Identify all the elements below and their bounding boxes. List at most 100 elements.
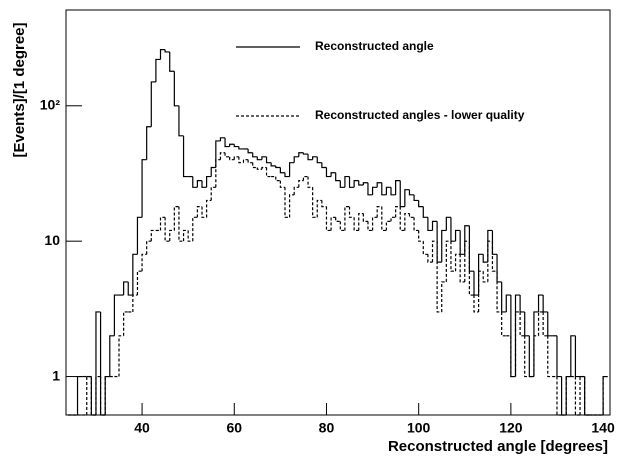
histogram-bin xyxy=(395,180,401,195)
histogram-bin xyxy=(164,49,170,53)
x-tick-label: 80 xyxy=(319,420,335,436)
histogram-bin xyxy=(196,206,202,218)
histogram-bin xyxy=(288,162,295,177)
histogram-bin xyxy=(436,241,442,313)
x-axis-label: Reconstructed angle [degrees] xyxy=(388,438,608,455)
histogram-bin xyxy=(556,335,562,378)
histogram-bin xyxy=(579,375,585,415)
histogram-bin xyxy=(404,212,410,231)
histogram-bin xyxy=(371,216,378,231)
histogram-bin xyxy=(496,271,502,313)
histogram-bin xyxy=(215,140,221,168)
histogram-bin xyxy=(404,189,410,207)
histogram-bin xyxy=(427,254,433,263)
plot-frame xyxy=(65,9,611,416)
histogram-bin xyxy=(510,335,516,378)
histogram-bin xyxy=(196,180,202,188)
histogram-bin xyxy=(431,220,438,231)
histogram-bin xyxy=(302,152,309,155)
histogram-bin xyxy=(464,225,470,255)
histogram-bin xyxy=(362,182,368,185)
histogram-bin xyxy=(367,221,373,232)
histogram-bin xyxy=(427,217,433,232)
histogram-bin xyxy=(408,189,415,196)
y-tick-label: 1 xyxy=(52,367,60,383)
histogram-bin xyxy=(584,376,590,416)
histogram-bin xyxy=(159,216,166,231)
histogram-bin xyxy=(339,221,345,232)
histogram-bin xyxy=(524,311,530,337)
histogram-bin xyxy=(418,230,424,242)
histogram-bin xyxy=(169,229,175,242)
histogram-bin xyxy=(95,375,101,415)
y-tick-label: 10² xyxy=(40,96,61,112)
histogram-bin xyxy=(215,159,221,188)
histogram-bin xyxy=(247,159,253,164)
histogram-bin xyxy=(219,152,226,160)
histogram-bin xyxy=(293,156,299,163)
histogram-bin xyxy=(270,162,276,167)
histogram-bin xyxy=(602,375,608,415)
histogram-bin xyxy=(95,311,101,415)
histogram-bin xyxy=(514,294,521,377)
histogram-bin xyxy=(136,216,143,255)
histogram-bin xyxy=(252,152,258,158)
histogram-bin xyxy=(150,81,156,127)
histogram-bin xyxy=(275,165,281,169)
histogram-bin xyxy=(496,254,502,283)
histogram-bin xyxy=(229,143,235,147)
histogram-bin xyxy=(353,217,359,232)
histogram-bin xyxy=(182,135,189,178)
histogram-bin xyxy=(487,229,493,263)
histogram-bin xyxy=(399,180,405,208)
histogram-bin xyxy=(316,199,322,218)
x-tick-label: 140 xyxy=(591,420,615,436)
histogram-bin xyxy=(459,254,465,283)
histogram-bin xyxy=(348,206,355,218)
histogram-bin xyxy=(385,220,392,231)
histogram-bin xyxy=(514,311,521,377)
histogram-bin xyxy=(312,156,318,160)
histogram-bin xyxy=(487,240,493,282)
histogram-bin xyxy=(238,146,244,150)
histogram-bin xyxy=(238,156,244,164)
histogram-bin xyxy=(330,216,336,231)
x-tick-label: 100 xyxy=(407,420,431,436)
histogram-bin xyxy=(501,311,507,337)
histogram-bin xyxy=(344,206,350,231)
x-tick-label: 40 xyxy=(134,420,150,436)
x-tick-label: 60 xyxy=(226,420,242,436)
histogram-bin xyxy=(321,200,327,208)
histogram-bin xyxy=(519,295,525,313)
histogram-bin xyxy=(505,294,511,312)
histogram-bin xyxy=(256,167,262,170)
histogram-bin xyxy=(473,271,479,296)
histogram-bin xyxy=(584,376,590,416)
histogram-bin xyxy=(109,335,115,377)
histogram-bin xyxy=(390,216,396,222)
histogram-bin xyxy=(533,311,539,377)
histogram-bin xyxy=(413,217,419,232)
histogram-bin xyxy=(574,376,581,416)
histogram-bin xyxy=(478,270,484,312)
histogram-bin xyxy=(210,186,216,201)
histogram-bin xyxy=(542,311,548,337)
histogram-bin xyxy=(560,376,567,416)
histogram-bin xyxy=(224,137,230,148)
histogram-bin xyxy=(390,187,396,196)
histogram-bin xyxy=(510,295,516,378)
histogram-bin xyxy=(436,221,442,263)
histogram-bin xyxy=(422,241,428,255)
histogram-bin xyxy=(473,295,479,313)
histogram-bin xyxy=(284,172,290,178)
histogram-bin xyxy=(325,206,332,232)
histogram-bin xyxy=(376,206,382,218)
histogram-bin xyxy=(537,311,544,336)
histogram-bin xyxy=(524,335,530,378)
histogram-bin xyxy=(90,376,96,416)
histogram-bin xyxy=(547,335,553,378)
histogram-bin xyxy=(192,216,198,242)
histogram-bin xyxy=(298,152,304,157)
histogram-bin xyxy=(418,200,424,208)
